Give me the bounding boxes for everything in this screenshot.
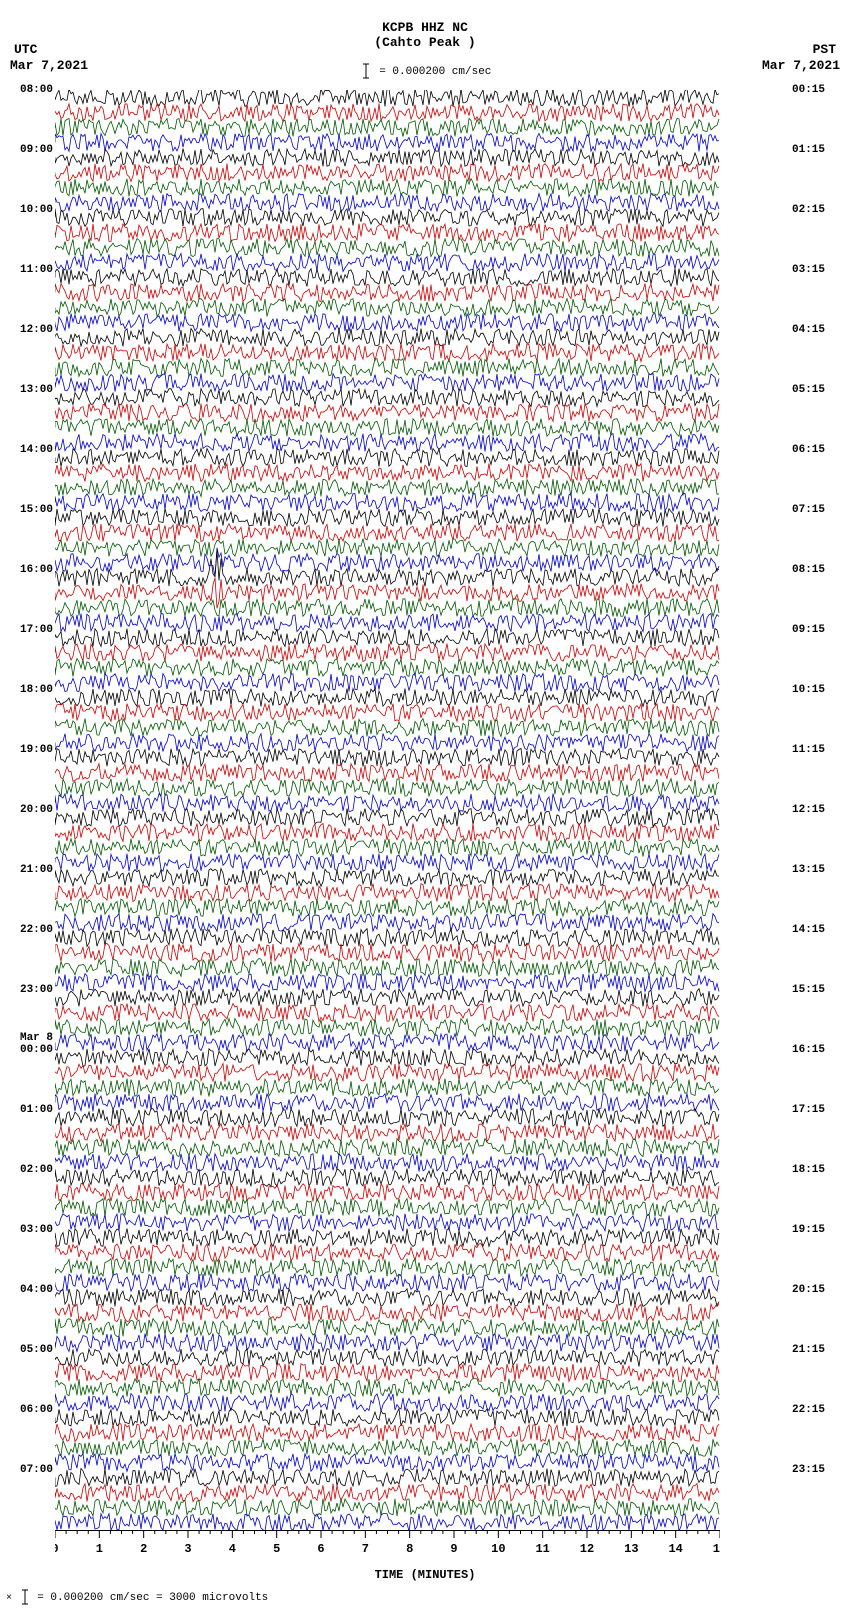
- pst-hour-label: 15:15: [792, 985, 825, 996]
- utc-hour-label: 02:00: [20, 1165, 53, 1176]
- svg-text:12: 12: [580, 1542, 594, 1556]
- svg-text:14: 14: [668, 1542, 682, 1556]
- svg-text:10: 10: [491, 1542, 505, 1556]
- pst-hour-label: 02:15: [792, 205, 825, 216]
- utc-hour-label: 03:00: [20, 1225, 53, 1236]
- utc-hour-label: 15:00: [20, 505, 53, 516]
- pst-hour-label: 16:15: [792, 1045, 825, 1056]
- utc-hour-label: 21:00: [20, 865, 53, 876]
- footer-scale: × = 0.000200 cm/sec = 3000 microvolts: [6, 1589, 268, 1605]
- utc-hour-label: 01:00: [20, 1105, 53, 1116]
- utc-hour-label: 00:00: [20, 1045, 53, 1056]
- pst-hour-label: 17:15: [792, 1105, 825, 1116]
- utc-hour-label: 20:00: [20, 805, 53, 816]
- seismogram-page: KCPB HHZ NC (Cahto Peak ) UTC PST Mar 7,…: [0, 0, 850, 1613]
- timezone-left: UTC: [14, 42, 37, 57]
- pst-hour-label: 00:15: [792, 85, 825, 96]
- scale-text: = 0.000200 cm/sec: [379, 66, 491, 78]
- svg-text:9: 9: [450, 1542, 457, 1556]
- scale-indicator: = 0.000200 cm/sec: [0, 62, 850, 80]
- utc-hour-label: 23:00: [20, 985, 53, 996]
- utc-hour-label: 12:00: [20, 325, 53, 336]
- svg-text:5: 5: [273, 1542, 280, 1556]
- utc-hour-label: 22:00: [20, 925, 53, 936]
- svg-text:13: 13: [624, 1542, 638, 1556]
- utc-hour-labels: 08:0009:0010:0011:0012:0013:0014:0015:00…: [0, 90, 55, 1530]
- svg-text:1: 1: [96, 1542, 103, 1556]
- station-location: (Cahto Peak ): [0, 35, 850, 50]
- pst-hour-label: 03:15: [792, 265, 825, 276]
- utc-hour-label: 19:00: [20, 745, 53, 756]
- pst-hour-label: 10:15: [792, 685, 825, 696]
- utc-hour-label: 05:00: [20, 1345, 53, 1356]
- pst-hour-label: 20:15: [792, 1285, 825, 1296]
- svg-text:11: 11: [535, 1542, 549, 1556]
- svg-text:6: 6: [317, 1542, 324, 1556]
- helicorder-svg: [55, 90, 720, 1530]
- pst-hour-label: 13:15: [792, 865, 825, 876]
- pst-hour-label: 21:15: [792, 1345, 825, 1356]
- svg-text:8: 8: [406, 1542, 413, 1556]
- utc-hour-label: 18:00: [20, 685, 53, 696]
- pst-hour-label: 01:15: [792, 145, 825, 156]
- utc-hour-label: 07:00: [20, 1465, 53, 1476]
- pst-hour-label: 19:15: [792, 1225, 825, 1236]
- svg-text:7: 7: [362, 1542, 369, 1556]
- pst-hour-label: 07:15: [792, 505, 825, 516]
- pst-hour-label: 12:15: [792, 805, 825, 816]
- svg-text:4: 4: [229, 1542, 236, 1556]
- pst-hour-label: 23:15: [792, 1465, 825, 1476]
- svg-text:3: 3: [184, 1542, 191, 1556]
- utc-hour-label: 09:00: [20, 145, 53, 156]
- pst-hour-label: 09:15: [792, 625, 825, 636]
- utc-hour-label: 10:00: [20, 205, 53, 216]
- pst-hour-label: 05:15: [792, 385, 825, 396]
- utc-hour-label: 08:00: [20, 85, 53, 96]
- pst-hour-label: 14:15: [792, 925, 825, 936]
- utc-hour-label: 13:00: [20, 385, 53, 396]
- footer-text: = 0.000200 cm/sec = 3000 microvolts: [37, 1592, 268, 1604]
- chart-header: KCPB HHZ NC (Cahto Peak ): [0, 20, 850, 50]
- pst-hour-label: 22:15: [792, 1405, 825, 1416]
- svg-text:0: 0: [55, 1542, 59, 1556]
- utc-hour-label: 06:00: [20, 1405, 53, 1416]
- station-id: KCPB HHZ NC: [0, 20, 850, 35]
- utc-hour-label: 17:00: [20, 625, 53, 636]
- svg-text:15: 15: [713, 1542, 720, 1556]
- pst-hour-label: 06:15: [792, 445, 825, 456]
- utc-hour-label: 16:00: [20, 565, 53, 576]
- pst-hour-label: 04:15: [792, 325, 825, 336]
- utc-hour-label: 04:00: [20, 1285, 53, 1296]
- pst-hour-labels: 00:1501:1502:1503:1504:1505:1506:1507:15…: [790, 90, 850, 1530]
- timezone-right: PST: [813, 42, 836, 57]
- helicorder-plot: [55, 90, 720, 1530]
- pst-hour-label: 08:15: [792, 565, 825, 576]
- day-break-label: Mar 8: [20, 1033, 53, 1044]
- pst-hour-label: 11:15: [792, 745, 825, 756]
- utc-hour-label: 14:00: [20, 445, 53, 456]
- svg-text:2: 2: [140, 1542, 147, 1556]
- pst-hour-label: 18:15: [792, 1165, 825, 1176]
- utc-hour-label: 11:00: [20, 265, 53, 276]
- x-axis-label: TIME (MINUTES): [0, 1568, 850, 1582]
